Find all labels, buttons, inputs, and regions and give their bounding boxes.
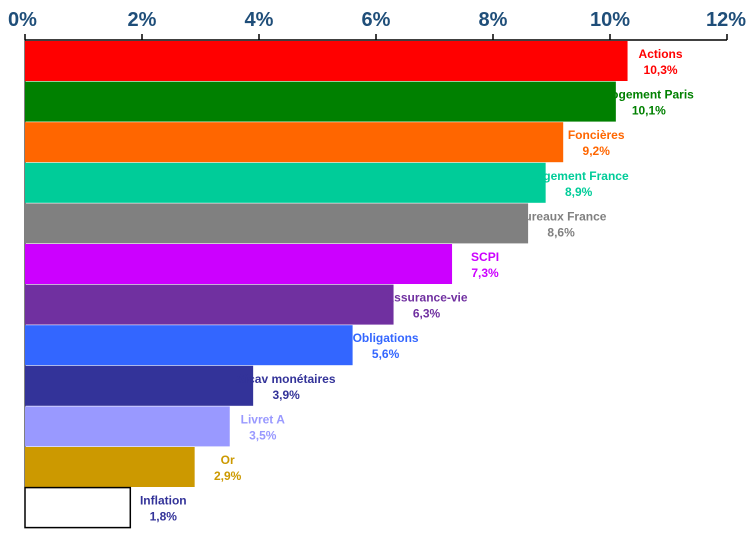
bar — [25, 162, 546, 203]
bar-category-label: Or — [221, 453, 235, 467]
bar-value-label: 10,3% — [644, 63, 678, 77]
bar — [25, 325, 353, 366]
bar-value-label: 3,5% — [249, 428, 277, 442]
bar — [25, 81, 616, 122]
x-tick-label: 8% — [479, 9, 508, 31]
bar-category-label: Logement Paris — [604, 88, 694, 102]
bar — [25, 406, 230, 447]
bar-value-label: 10,1% — [632, 104, 666, 118]
bar-value-label: 8,9% — [565, 185, 593, 199]
bar — [25, 203, 529, 244]
x-tick-label: 4% — [245, 9, 274, 31]
x-tick-label: 12% — [706, 9, 746, 31]
bar-category-label: Sicav monétaires — [237, 372, 336, 386]
bar-category-label: SCPI — [471, 250, 499, 264]
bar-value-label: 3,9% — [272, 388, 300, 402]
bar-category-label: Logement France — [529, 169, 629, 183]
x-tick-label: 6% — [362, 9, 391, 31]
bar-value-label: 6,3% — [413, 307, 441, 321]
bar — [25, 122, 564, 163]
bar — [25, 41, 628, 81]
bar-value-label: 2,9% — [214, 469, 242, 483]
bar-category-label: Foncières — [568, 128, 625, 142]
bar-category-label: Inflation — [140, 494, 187, 508]
bar — [25, 447, 195, 487]
x-tick-label: 0% — [8, 9, 37, 31]
bar-labels: Actions 10,3% Logement Paris 10,1% Foncières… — [140, 47, 694, 524]
bar-value-label: 1,8% — [150, 510, 178, 524]
bar-category-label: Obligations — [353, 331, 419, 345]
bars — [24, 41, 628, 529]
bar — [24, 486, 132, 529]
bar-value-label: 9,2% — [583, 144, 611, 158]
x-tick-label: 10% — [590, 9, 630, 31]
bar-value-label: 7,3% — [471, 266, 499, 280]
bar — [25, 284, 394, 325]
bar-category-label: Livret A — [241, 412, 286, 426]
bar-category-label: Bureaux France — [516, 209, 607, 223]
bar-value-label: 5,6% — [372, 347, 400, 361]
bar — [25, 365, 254, 406]
bar-value-label: 8,6% — [547, 225, 575, 239]
bar-category-label: Assurance-vie — [386, 291, 468, 305]
bar-category-label: Actions — [639, 47, 683, 61]
bar — [25, 244, 453, 284]
x-tick-label: 2% — [128, 9, 157, 31]
